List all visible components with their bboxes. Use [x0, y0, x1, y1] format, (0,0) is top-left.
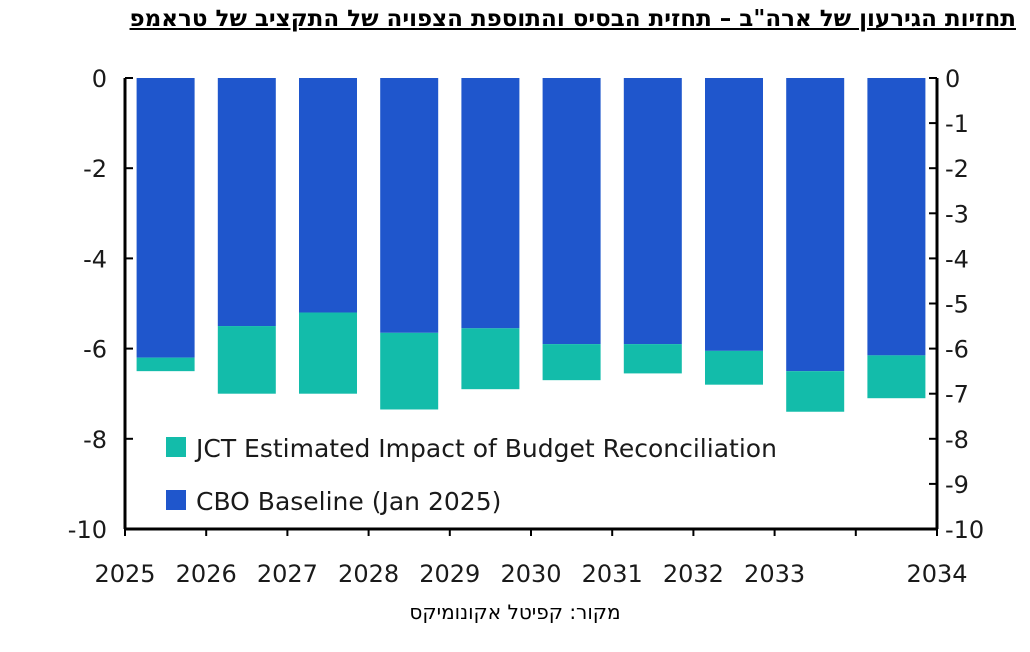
bar-jct-impact-2025 [136, 357, 195, 372]
ticks-layer: 0 -2 -4 -6 -8 -10 0 -1 -2 -3 -4 -5 -6 -7 -8 -9 -10 2025 20… [68, 65, 984, 588]
x-tick-label: 2030 [500, 560, 561, 588]
x-tick-label: 2034 [906, 560, 967, 588]
y-right-tick-label: -10 [945, 516, 984, 544]
bar-cbo-baseline-2032 [705, 78, 763, 351]
bar-cbo-baseline-2034 [867, 78, 926, 356]
y-left-tick-label: 0 [92, 65, 107, 93]
y-right-tick-label: -6 [945, 336, 969, 364]
y-left-tick-label: -2 [83, 155, 107, 183]
bar-cbo-baseline-2026 [217, 78, 276, 327]
x-tick-label: 2028 [338, 560, 399, 588]
legend-label-jct: JCT Estimated Impact of Budget Reconcili… [194, 434, 777, 463]
bar-jct-impact-2030 [542, 344, 601, 381]
bar-jct-impact-2033 [786, 371, 845, 412]
bar-jct-impact-2027 [299, 312, 357, 394]
bar-cbo-baseline-2025 [136, 78, 195, 358]
x-tick-label: 2033 [744, 560, 805, 588]
y-right-tick-label: 0 [945, 65, 960, 93]
y-left-tick-label: -4 [83, 245, 107, 273]
legend-swatch-cbo [166, 490, 186, 510]
source-note: מקור: קפיטל אקונומיקס [409, 600, 621, 624]
legend-swatch-jct [166, 437, 186, 457]
y-right-tick-label: -5 [945, 291, 969, 319]
y-right-tick-label: -8 [945, 426, 969, 454]
bar-jct-impact-2026 [217, 326, 276, 394]
bar-cbo-baseline-2029 [461, 78, 520, 329]
legend: JCT Estimated Impact of Budget Reconcili… [166, 434, 777, 516]
bar-cbo-baseline-2028 [380, 78, 439, 333]
bar-jct-impact-2034 [867, 355, 926, 399]
bar-jct-impact-2031 [623, 344, 682, 374]
bar-jct-impact-2032 [705, 350, 763, 385]
x-tick-label: 2027 [257, 560, 318, 588]
bar-cbo-baseline-2027 [299, 78, 357, 313]
bar-cbo-baseline-2033 [786, 78, 845, 372]
bars-layer [136, 78, 926, 412]
y-right-tick-label: -7 [945, 381, 969, 409]
bar-jct-impact-2029 [461, 328, 520, 390]
bar-jct-impact-2028 [380, 332, 439, 410]
x-tick-label: 2031 [582, 560, 643, 588]
x-tick-label: 2025 [94, 560, 155, 588]
y-left-tick-label: -8 [83, 426, 107, 454]
y-right-tick-label: -3 [945, 200, 969, 228]
y-left-tick-label: -6 [83, 336, 107, 364]
y-right-tick-label: -2 [945, 155, 969, 183]
y-left-tick-label: -10 [68, 516, 107, 544]
y-right-tick-label: -9 [945, 471, 969, 499]
legend-label-cbo: CBO Baseline (Jan 2025) [196, 487, 501, 516]
bar-cbo-baseline-2030 [542, 78, 601, 345]
x-tick-label: 2032 [663, 560, 724, 588]
x-tick-label: 2026 [176, 560, 237, 588]
x-tick-label: 2029 [419, 560, 480, 588]
bar-cbo-baseline-2031 [623, 78, 682, 345]
y-right-tick-label: -1 [945, 110, 969, 138]
y-right-tick-label: -4 [945, 245, 969, 273]
chart-title: תחזיות הגירעון של ארה"ב – תחזית הבסיס וה… [129, 6, 1016, 32]
